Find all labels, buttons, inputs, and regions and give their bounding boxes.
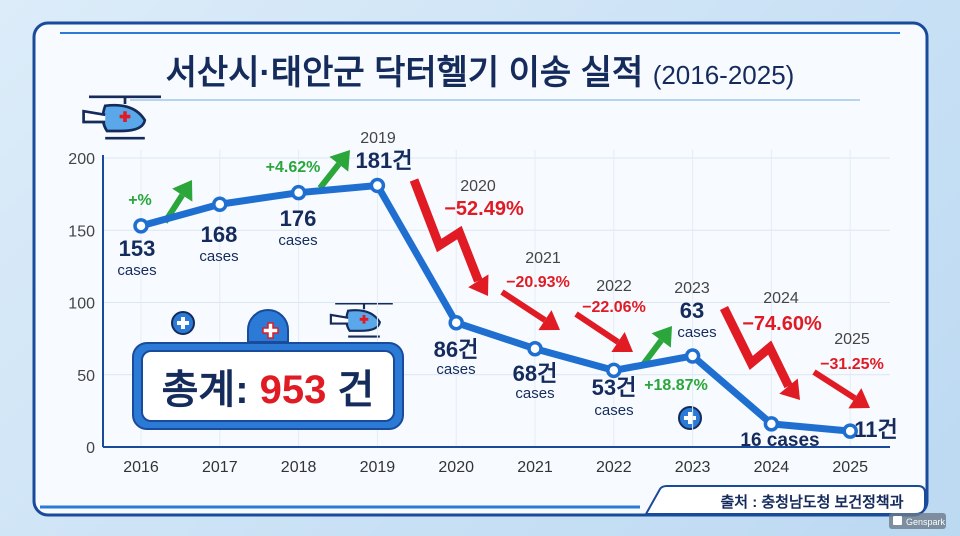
unit-label: cases <box>677 324 716 341</box>
arrow-head <box>538 310 560 331</box>
x-tick-label: 2024 <box>754 459 790 476</box>
change-label: −52.49% <box>444 198 524 220</box>
change-label: −31.25% <box>820 356 884 373</box>
data-line <box>140 181 851 435</box>
value-label: 16 cases <box>740 430 819 451</box>
series-line <box>133 177 858 439</box>
value-label: 86건 <box>434 337 479 362</box>
trend-down-arrow-icon <box>574 311 620 345</box>
arrow-head <box>779 378 800 400</box>
data-point-2025 <box>842 423 858 439</box>
change-label: +18.87% <box>644 377 708 394</box>
data-point-2020 <box>448 314 464 331</box>
x-tick-label: 2017 <box>202 459 238 476</box>
data-point-2019 <box>369 177 386 194</box>
tail <box>82 109 106 124</box>
plus <box>177 317 189 329</box>
arrow-head <box>651 326 672 348</box>
helicopter-icon <box>82 95 702 430</box>
x-tick-label: 2022 <box>596 459 632 476</box>
x-tick-label: 2019 <box>360 459 396 476</box>
value-label: 11건 <box>854 417 898 442</box>
value-label: 63 <box>680 298 704 323</box>
arrow-head <box>848 388 870 409</box>
x-tick-label: 2016 <box>123 459 159 476</box>
arrow-head <box>329 150 350 172</box>
change-label: −20.93% <box>506 274 570 291</box>
trend-down-arrow-icon <box>409 178 483 283</box>
arrow-head <box>172 180 193 202</box>
helicopter-icon <box>82 95 162 140</box>
unit-label: cases <box>515 385 554 402</box>
trend-down-arrow-icon <box>812 369 857 401</box>
total-value: 953 <box>260 368 327 412</box>
data-point-2024 <box>763 416 780 432</box>
data-point-2022 <box>606 362 622 379</box>
data-labels: 153cases168cases176cases2019181건86건cases… <box>117 130 897 451</box>
data-point-2021 <box>527 340 543 357</box>
y-tick-label: 100 <box>68 296 95 313</box>
value-label: 68건 <box>513 361 558 386</box>
unit-label: cases <box>436 361 475 378</box>
value-label: 176 <box>280 206 317 231</box>
svg-text:총계: 953 건: 총계: 953 건 <box>162 368 375 412</box>
tail <box>329 313 349 325</box>
helicopter-icon <box>329 302 393 338</box>
x-tick-label: 2023 <box>675 459 711 476</box>
change-arrows <box>162 150 870 409</box>
data-point-2023 <box>684 348 701 364</box>
y-tick-label: 150 <box>68 223 95 240</box>
medical-cross-icon <box>119 111 131 122</box>
change-label: +% <box>128 192 152 209</box>
x-tick-label: 2025 <box>832 459 868 476</box>
watermark: Genspark <box>889 513 946 529</box>
year-label: 2023 <box>674 280 710 297</box>
unit-label: cases <box>117 262 156 279</box>
plus <box>684 412 696 424</box>
change-label: −74.60% <box>742 313 822 335</box>
total-unit: 건 <box>338 368 375 412</box>
change-year-label: 2022 <box>596 278 632 295</box>
svg-text:Genspark: Genspark <box>906 517 946 527</box>
total-box: 총계: 953 건 <box>132 309 404 430</box>
y-tick-label: 200 <box>68 151 95 168</box>
total-label: 총계: <box>162 368 249 412</box>
unit-label: cases <box>278 232 317 249</box>
data-point-2018 <box>290 184 307 201</box>
change-year-label: 2021 <box>525 250 561 267</box>
change-label: +4.62% <box>266 159 321 176</box>
trend-down-arrow-icon <box>500 289 547 323</box>
medical-cross-icon <box>171 311 195 335</box>
change-year-label: 2020 <box>460 178 496 195</box>
x-tick-label: 2021 <box>517 459 553 476</box>
source-tab: 출처 : 충청남도청 보건정책과 <box>40 485 926 515</box>
chart-title: 서산시·태안군 닥터헬기 이송 실적 (2016-2025) <box>166 54 795 92</box>
unit-label: cases <box>594 402 633 419</box>
data-point-2016 <box>133 218 149 234</box>
trend-up-arrow-icon <box>317 162 342 190</box>
value-label: 168 <box>201 222 238 247</box>
value-label: 181건 <box>356 148 413 173</box>
value-label: 153 <box>119 236 156 261</box>
trend-down-arrow-icon <box>719 306 793 389</box>
unit-label: cases <box>199 248 238 265</box>
x-tick-label: 2020 <box>438 459 474 476</box>
arrow-head <box>468 274 489 296</box>
change-year-label: 2025 <box>834 331 870 348</box>
data-point-2017 <box>212 196 228 212</box>
medical-cross-icon <box>359 314 369 324</box>
y-tick-label: 0 <box>86 440 95 457</box>
source-text: 출처 : 충청남도청 보건정책과 <box>720 493 903 511</box>
change-year-label: 2024 <box>763 290 799 307</box>
x-tick-label: 2018 <box>281 459 317 476</box>
value-label: 53건 <box>592 375 637 400</box>
year-label: 2019 <box>360 130 396 147</box>
arrow-head <box>611 332 633 352</box>
change-label: −22.06% <box>582 299 646 316</box>
y-tick-label: 50 <box>77 368 95 385</box>
medical-cross-icon <box>678 406 702 430</box>
